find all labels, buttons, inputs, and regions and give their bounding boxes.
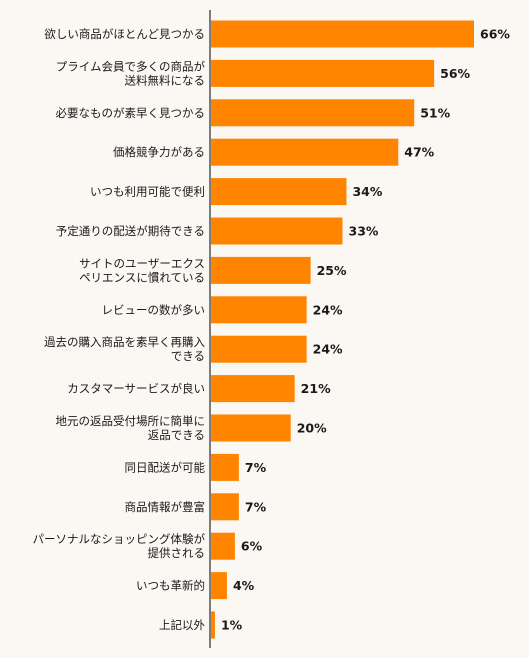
category-label-line: レビューの数が多い (102, 303, 206, 317)
category-label-line: パーソナルなショッピング体験が (33, 532, 206, 546)
bar (211, 414, 291, 442)
category-label-line: 必要なものが素早く見つかる (56, 106, 206, 120)
data-label: 33% (349, 224, 379, 239)
category-label-line: カスタマーサービスが良い (67, 382, 205, 396)
category-label-line: プライム会員で多くの商品が (56, 59, 206, 73)
category-label: 商品情報が豊富 (125, 500, 206, 514)
category-label-line: 提供される (148, 546, 206, 560)
category-label-line: ペリエンスに慣れている (79, 270, 205, 284)
data-label: 4% (233, 578, 255, 593)
category-label-line: 欲しい商品がほとんど見つかる (44, 27, 205, 41)
category-label: サイトのユーザーエクスペリエンスに慣れている (79, 256, 205, 284)
category-label: いつも利用可能で便利 (90, 185, 205, 199)
category-label-line: できる (171, 349, 205, 363)
bar (211, 99, 415, 127)
category-label-line: いつも革新的 (136, 579, 205, 593)
category-label-line: 上記以外 (159, 618, 205, 632)
data-label: 25% (317, 263, 347, 278)
category-label: パーソナルなショッピング体験が提供される (33, 532, 206, 560)
data-label: 7% (245, 499, 267, 514)
bar (211, 217, 343, 245)
data-label: 56% (440, 66, 470, 81)
category-label: いつも革新的 (136, 579, 205, 593)
category-label-line: 予定通りの配送が期待できる (56, 224, 205, 238)
category-label: 地元の返品受付場所に簡単に返品できる (56, 414, 206, 442)
category-label: 必要なものが素早く見つかる (56, 106, 206, 120)
bar (211, 138, 399, 166)
bar (211, 453, 239, 481)
category-label: 価格競争力がある (113, 145, 205, 159)
data-label: 24% (313, 342, 343, 357)
bar (211, 256, 311, 284)
category-label-line: 過去の購入商品を素早く再購入 (44, 335, 205, 349)
category-label: 上記以外 (159, 618, 205, 632)
data-label: 34% (352, 184, 382, 199)
bar (211, 375, 295, 403)
bar (211, 493, 239, 521)
data-label: 24% (313, 302, 343, 317)
category-label: レビューの数が多い (102, 303, 206, 317)
category-label-line: 価格競争力がある (113, 145, 205, 159)
category-label: 欲しい商品がほとんど見つかる (44, 27, 205, 41)
bar (211, 572, 227, 600)
bar (211, 296, 307, 324)
bar (211, 20, 474, 48)
data-label: 47% (404, 145, 434, 160)
bar (211, 59, 435, 87)
data-label: 1% (221, 618, 243, 633)
category-label-line: 同日配送が可能 (125, 460, 206, 474)
bar (211, 532, 235, 560)
data-label: 21% (301, 381, 331, 396)
data-label: 51% (420, 105, 450, 120)
data-label: 20% (297, 421, 327, 436)
data-label: 66% (480, 27, 510, 42)
category-label-line: サイトのユーザーエクス (79, 256, 205, 270)
category-label: 予定通りの配送が期待できる (56, 224, 205, 238)
category-label: 過去の購入商品を素早く再購入できる (44, 335, 205, 363)
data-label: 7% (245, 460, 267, 475)
category-label-line: 返品できる (148, 428, 205, 442)
bar (211, 335, 307, 363)
category-label-line: 送料無料になる (125, 73, 206, 87)
bar (211, 178, 347, 206)
category-label-line: 地元の返品受付場所に簡単に (56, 414, 206, 428)
category-label-line: いつも利用可能で便利 (90, 185, 205, 199)
category-label: カスタマーサービスが良い (67, 382, 205, 396)
bar (211, 611, 215, 639)
category-label-line: 商品情報が豊富 (125, 500, 206, 514)
category-label: 同日配送が可能 (125, 460, 206, 474)
category-label: プライム会員で多くの商品が送料無料になる (56, 59, 206, 87)
data-label: 6% (241, 539, 263, 554)
